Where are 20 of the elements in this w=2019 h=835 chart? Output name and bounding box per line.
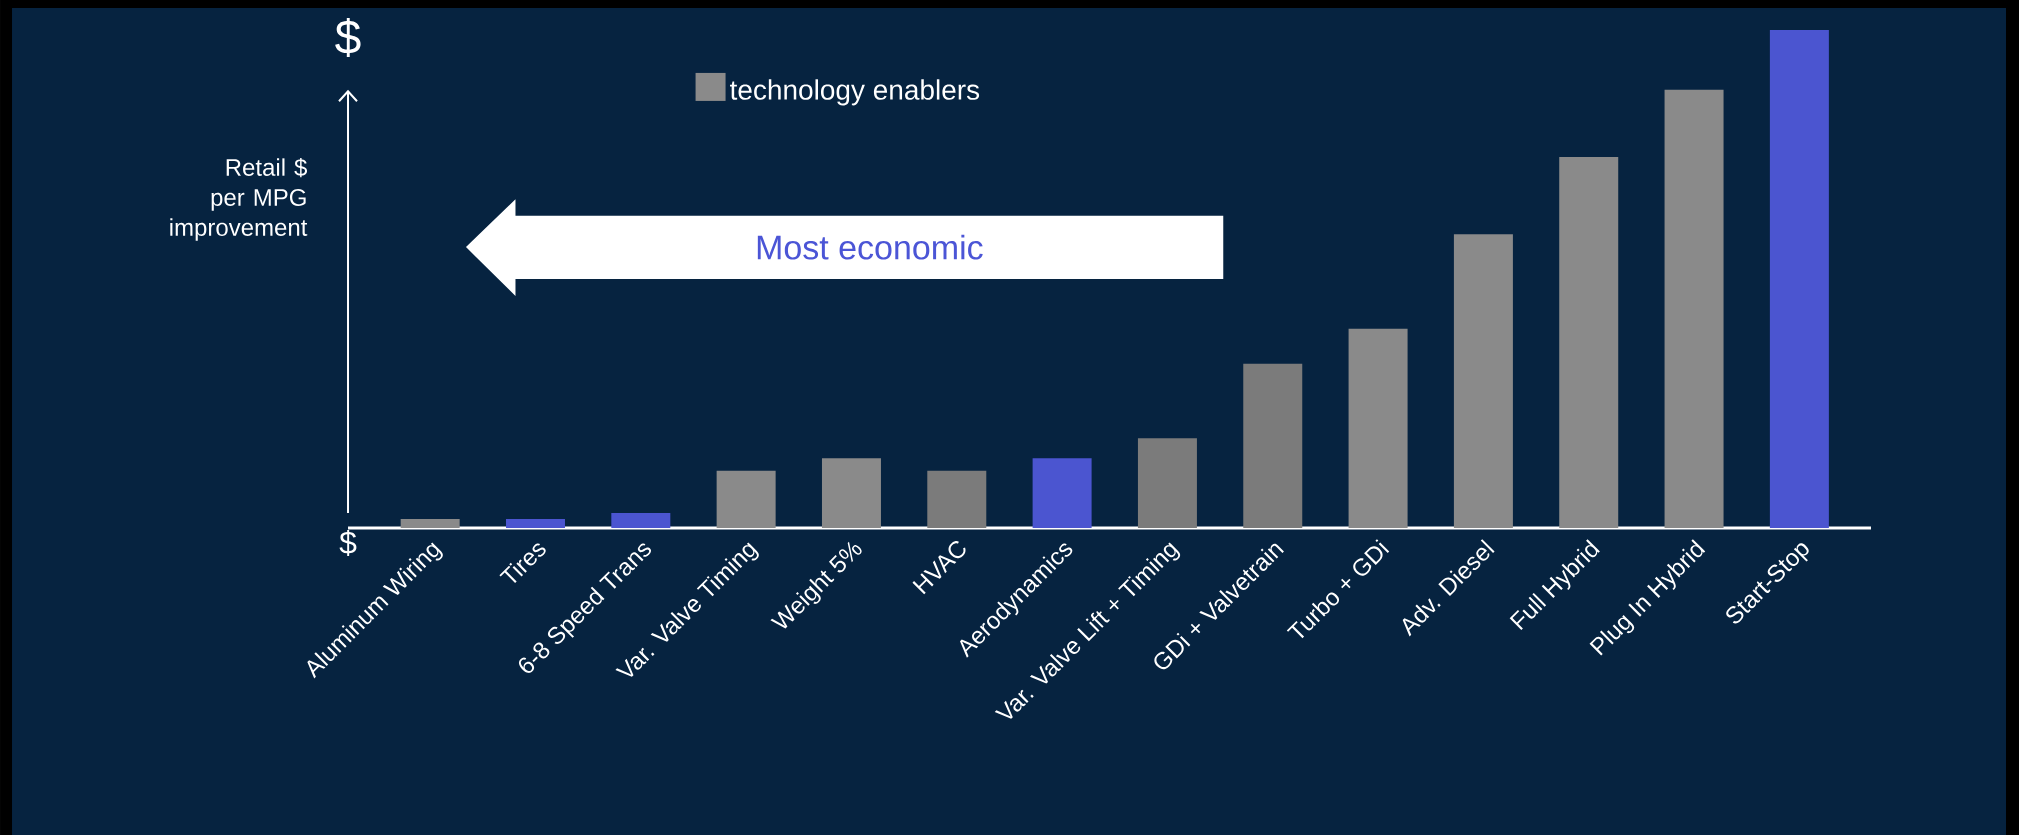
annotation: Most economic <box>757 234 983 260</box>
bar <box>716 470 776 528</box>
legend-label: technology enablers <box>730 79 980 106</box>
text: $ <box>339 529 357 556</box>
bar <box>1769 29 1829 528</box>
bar <box>821 458 881 528</box>
y-axis-title: Retail $ per MPG improvement <box>170 157 308 241</box>
bar <box>1348 328 1408 528</box>
bar <box>1453 234 1513 528</box>
bar <box>1137 438 1197 528</box>
bar <box>1559 156 1619 528</box>
annotation: $ <box>335 18 361 57</box>
bar <box>927 470 987 528</box>
x-tick-label: Tires <box>499 543 546 583</box>
bar <box>400 519 460 528</box>
bar <box>611 513 671 528</box>
bar <box>1243 363 1303 528</box>
bar <box>1664 89 1724 528</box>
bar <box>505 519 565 528</box>
bar <box>1032 458 1092 528</box>
